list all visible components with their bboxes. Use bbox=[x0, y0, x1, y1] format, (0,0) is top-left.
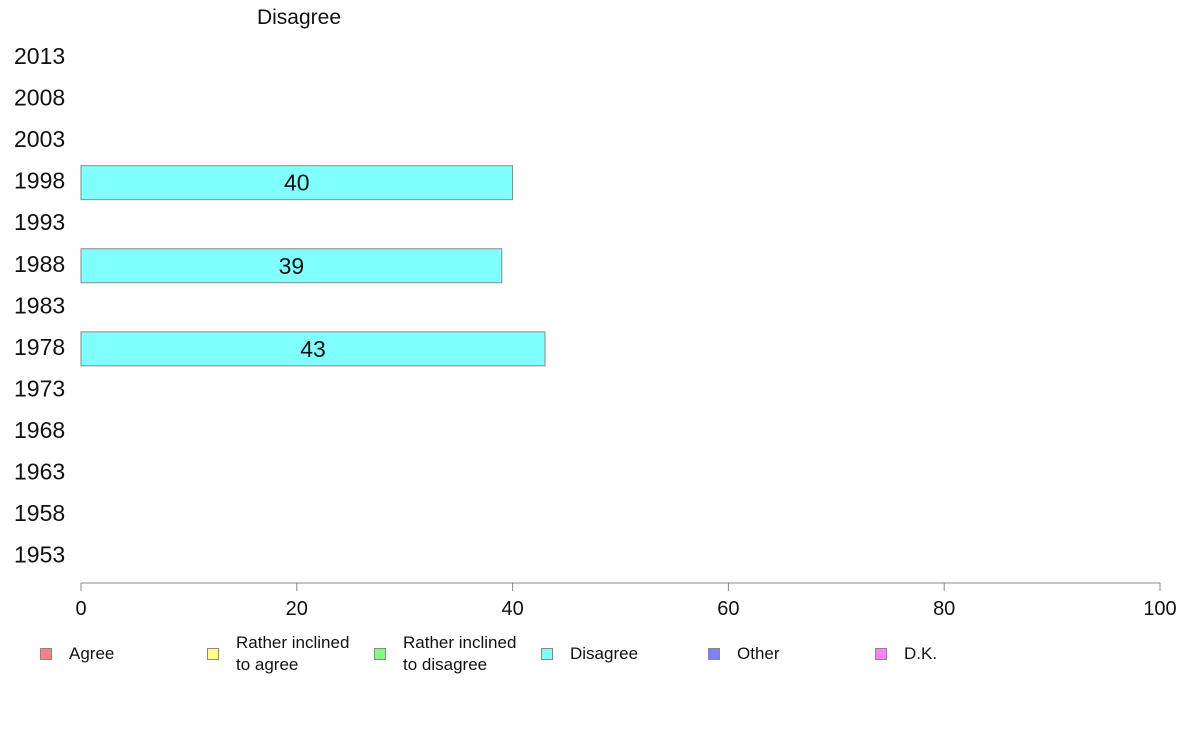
bar-chart: 2013 2008 2003 1998 1993 1988 1983 1978 1973 1968… bbox=[14, 43, 1177, 620]
legend: Agree Rather inclined to agree Rather incl… bbox=[0, 630, 1188, 690]
legend-label: Rather inclined to disagree bbox=[403, 633, 517, 674]
legend-item-4: Other bbox=[708, 630, 780, 678]
category-label-1973: 1973 bbox=[14, 375, 65, 401]
category-label-1993: 1993 bbox=[14, 209, 65, 235]
category-label-2013: 2013 bbox=[14, 43, 65, 69]
category-label-1998: 1998 bbox=[14, 168, 65, 194]
legend-item-3: Disagree bbox=[541, 630, 638, 678]
legend-swatch bbox=[207, 648, 219, 660]
legend-item-0: Agree bbox=[40, 630, 114, 678]
legend-swatch bbox=[875, 648, 887, 660]
category-label-1953: 1953 bbox=[14, 542, 65, 568]
legend-label: Disagree bbox=[570, 644, 639, 663]
category-label-1968: 1968 bbox=[14, 417, 65, 443]
legend-swatch bbox=[708, 648, 720, 660]
chart-title: Disagree bbox=[256, 6, 342, 29]
bar-1988 bbox=[80, 248, 503, 284]
x-tick-label-40: 40 bbox=[501, 598, 523, 620]
x-tick-label-0: 0 bbox=[75, 598, 86, 620]
legend-item-1: Rather inclined to agree bbox=[207, 630, 349, 678]
bar-1978 bbox=[80, 331, 546, 367]
data-label-1998: 40 bbox=[284, 170, 310, 196]
legend-label: D.K. bbox=[904, 644, 938, 663]
x-tick-label-60: 60 bbox=[717, 598, 739, 620]
x-tick-label-20: 20 bbox=[286, 598, 308, 620]
category-label-2003: 2003 bbox=[14, 126, 65, 152]
legend-item-5: D.K. bbox=[875, 630, 937, 678]
data-label-1978: 43 bbox=[300, 336, 326, 362]
category-label-1958: 1958 bbox=[14, 500, 65, 526]
category-label-1978: 1978 bbox=[14, 334, 65, 360]
data-label-1988: 39 bbox=[279, 253, 305, 279]
legend-label: Agree bbox=[69, 644, 115, 663]
x-tick-label-100: 100 bbox=[1143, 598, 1176, 620]
category-label-1983: 1983 bbox=[14, 292, 65, 318]
legend-label: Other bbox=[737, 644, 780, 663]
legend-swatch bbox=[40, 648, 52, 660]
legend-swatch bbox=[374, 648, 386, 660]
bar-1998 bbox=[80, 165, 514, 201]
legend-item-2: Rather inclined to disagree bbox=[374, 630, 516, 678]
legend-swatch bbox=[541, 648, 553, 660]
legend-label: Rather inclined to agree bbox=[236, 633, 350, 674]
x-tick-label-80: 80 bbox=[933, 598, 955, 620]
category-label-2008: 2008 bbox=[14, 85, 65, 111]
category-label-1988: 1988 bbox=[14, 251, 65, 277]
category-label-1963: 1963 bbox=[14, 459, 65, 485]
